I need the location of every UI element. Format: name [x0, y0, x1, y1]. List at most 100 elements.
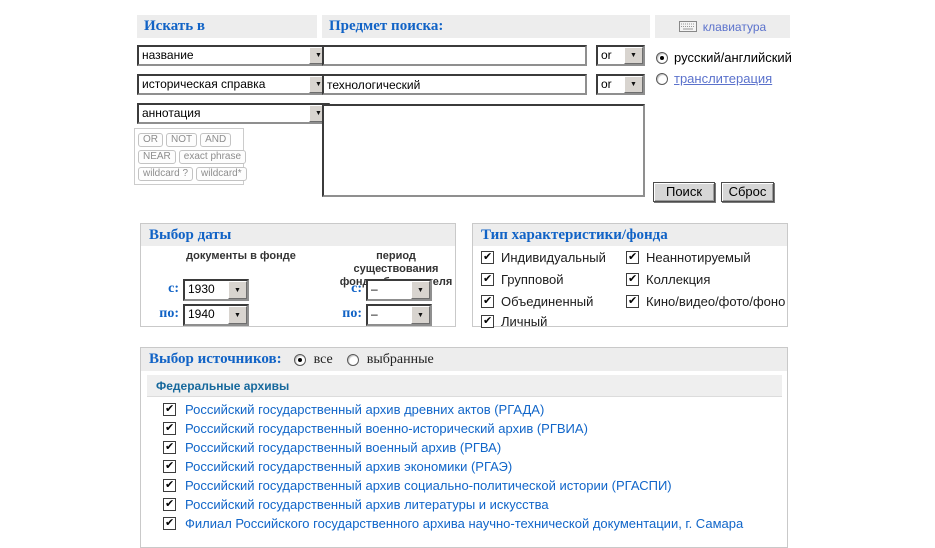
- fund-type-title: Тип характеристики/фонда: [481, 226, 668, 243]
- connector-select-2[interactable]: or ▼: [596, 74, 645, 95]
- dropdown-arrow-icon[interactable]: ▼: [411, 306, 430, 324]
- collection-checkbox[interactable]: [626, 272, 639, 286]
- archive-checkbox[interactable]: [163, 421, 176, 435]
- date-selection-panel: Выбор даты документы в фонде период суще…: [140, 223, 456, 327]
- creator-date-to-select[interactable]: – ▼: [366, 304, 432, 326]
- to-label: по:: [159, 306, 179, 321]
- operator-row: OR NOT AND: [138, 133, 240, 147]
- search-in-header-bar: Искать в: [137, 15, 317, 38]
- search-button[interactable]: Поиск: [653, 182, 715, 202]
- fund-type-row: Кино/видео/фото/фоно: [626, 294, 785, 309]
- fund-type-header: Тип характеристики/фонда: [473, 224, 787, 246]
- connector-select-1[interactable]: or ▼: [596, 45, 645, 66]
- archive-link[interactable]: Российский государственный архив литерат…: [185, 497, 549, 512]
- transliteration-radio[interactable]: [656, 72, 668, 85]
- selected-sources-label: выбранные: [366, 351, 434, 367]
- sources-panel: Выбор источников: все выбранные Федераль…: [140, 347, 788, 548]
- archive-link[interactable]: Российский государственный военный архив…: [185, 440, 502, 455]
- fund-date-to-select[interactable]: 1940 ▼: [183, 304, 249, 326]
- checkbox-label: Кино/видео/фото/фоно: [646, 294, 786, 309]
- dropdown-arrow-icon[interactable]: ▼: [624, 47, 643, 64]
- unannotated-checkbox[interactable]: [626, 250, 639, 264]
- personal-checkbox[interactable]: [481, 314, 494, 328]
- fund-type-row: Личный: [481, 314, 547, 329]
- dropdown-arrow-icon[interactable]: ▼: [228, 306, 247, 324]
- date-panel-header: Выбор даты: [141, 224, 455, 246]
- united-checkbox[interactable]: [481, 294, 494, 308]
- archive-row: Российский государственный архив литерат…: [163, 497, 549, 512]
- near-operator-button[interactable]: NEAR: [138, 150, 176, 164]
- query-input-1[interactable]: [322, 45, 587, 66]
- select-value: –: [371, 282, 378, 296]
- operator-row: NEAR exact phrase: [138, 150, 247, 164]
- search-subject-header-bar: Предмет поиска:: [322, 15, 650, 38]
- wildcard-question-button[interactable]: wildcard ?: [138, 167, 194, 181]
- operator-row: wildcard ? wildcard*: [138, 167, 247, 181]
- all-sources-label: все: [313, 351, 333, 367]
- wildcard-star-button[interactable]: wildcard*: [196, 167, 247, 181]
- fund-type-row: Коллекция: [626, 272, 710, 287]
- checkbox-label: Неаннотируемый: [646, 250, 751, 265]
- all-sources-radio[interactable]: [293, 353, 306, 366]
- select-value: 1930: [188, 282, 215, 296]
- creator-date-from-select[interactable]: – ▼: [366, 279, 432, 301]
- search-subject-title: Предмет поиска:: [329, 18, 444, 34]
- and-operator-button[interactable]: AND: [200, 133, 232, 147]
- fund-type-row: Индивидуальный: [481, 250, 606, 265]
- transliteration-link[interactable]: транслитерация: [674, 71, 773, 86]
- dropdown-arrow-icon[interactable]: ▼: [228, 281, 247, 299]
- select-value: 1940: [188, 307, 215, 321]
- fund-date-from-select[interactable]: 1930 ▼: [183, 279, 249, 301]
- archive-row: Российский государственный архив древних…: [163, 402, 544, 417]
- checkbox-label: Личный: [501, 314, 548, 329]
- keyboard-link[interactable]: клавиатура: [702, 19, 767, 34]
- documents-in-fund-label: документы в фонде: [186, 250, 296, 262]
- group-checkbox[interactable]: [481, 272, 494, 286]
- search-field-select-1[interactable]: название ▼: [137, 45, 330, 66]
- archive-link[interactable]: Российский государственный архив социаль…: [185, 478, 672, 493]
- keyboard-icon[interactable]: [678, 21, 697, 32]
- exact-phrase-button[interactable]: exact phrase: [178, 150, 247, 164]
- search-field-select-2[interactable]: историческая справка ▼: [137, 74, 330, 95]
- archive-link[interactable]: Российский государственный военно-истори…: [185, 421, 588, 436]
- select-value: историческая справка: [142, 77, 266, 91]
- individual-checkbox[interactable]: [481, 250, 494, 264]
- russian-english-radio[interactable]: [656, 51, 668, 64]
- dropdown-arrow-icon[interactable]: ▼: [624, 76, 643, 93]
- archive-checkbox[interactable]: [163, 478, 176, 492]
- archive-checkbox[interactable]: [163, 459, 176, 473]
- selected-sources-radio[interactable]: [346, 353, 359, 366]
- transliteration-radio-row: транслитерация: [656, 71, 772, 86]
- or-operator-button[interactable]: OR: [138, 133, 163, 147]
- to-label: по:: [342, 306, 362, 321]
- archive-link[interactable]: Филиал Российского государственного архи…: [185, 516, 744, 531]
- checkbox-label: Групповой: [501, 272, 564, 287]
- sources-header: Выбор источников: все выбранные: [141, 348, 787, 371]
- query-textarea[interactable]: [322, 104, 645, 197]
- archive-row: Филиал Российского государственного архи…: [163, 516, 743, 531]
- archive-checkbox[interactable]: [163, 440, 176, 454]
- checkbox-label: Объединенный: [501, 294, 594, 309]
- fund-type-row: Групповой: [481, 272, 563, 287]
- dropdown-arrow-icon[interactable]: ▼: [411, 281, 430, 299]
- creator-period-line1: период существования: [353, 250, 439, 275]
- not-operator-button[interactable]: NOT: [166, 133, 198, 147]
- fund-type-row: Неаннотируемый: [626, 250, 751, 265]
- archive-row: Российский государственный военно-истори…: [163, 421, 588, 436]
- federal-archives-title: Федеральные архивы: [156, 378, 290, 393]
- search-field-select-3[interactable]: аннотация ▼: [137, 103, 330, 124]
- reset-button[interactable]: Сброс: [721, 182, 774, 202]
- archive-checkbox[interactable]: [163, 497, 176, 511]
- archive-row: Российский государственный военный архив…: [163, 440, 501, 455]
- archive-link[interactable]: Российский государственный архив экономи…: [185, 459, 513, 474]
- cinema-video-photo-checkbox[interactable]: [626, 294, 639, 308]
- operator-buttons-box: OR NOT AND NEAR exact phrase wildcard ? …: [134, 128, 247, 185]
- select-value: –: [371, 307, 378, 321]
- archive-link[interactable]: Российский государственный архив древних…: [185, 402, 545, 417]
- query-input-2[interactable]: [322, 74, 587, 95]
- sources-title: Выбор источников:: [149, 351, 282, 367]
- archive-checkbox[interactable]: [163, 402, 176, 416]
- fund-type-panel: Тип характеристики/фонда Индивидуальный …: [472, 223, 788, 329]
- archive-checkbox[interactable]: [163, 516, 176, 530]
